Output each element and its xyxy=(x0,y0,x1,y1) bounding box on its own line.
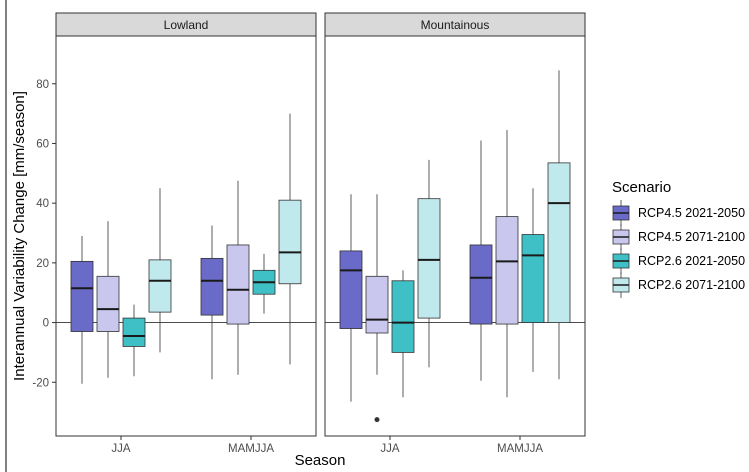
box-mamjja-1 xyxy=(200,225,224,380)
box-body xyxy=(96,275,120,332)
box-mamjja-4 xyxy=(278,113,302,365)
box-mamjja-3 xyxy=(521,188,545,372)
box-body xyxy=(226,244,250,325)
legend-label: RCP4.5 2021-2050 xyxy=(638,206,745,220)
y-tick-label: -20 xyxy=(32,377,49,389)
x-tick-label: MAMJJA xyxy=(497,443,543,455)
panel-mountainous: Mountainous xyxy=(324,12,586,437)
legend-items: RCP4.5 2021-2050 RCP4.5 2071-2100 RCP2.6 2… xyxy=(612,200,745,298)
y-tick-label: 60 xyxy=(36,138,49,150)
box-mamjja-4 xyxy=(547,70,571,380)
panel-title-mountainous: Mountainous xyxy=(421,18,490,32)
box-jja-4 xyxy=(148,188,172,353)
legend-item-4: RCP2.6 2071-2100 xyxy=(612,272,745,298)
y-axis-title: Interannual Variability Change [mm/seaso… xyxy=(11,91,28,381)
box-body xyxy=(417,198,441,319)
box-mamjja-3 xyxy=(252,253,276,314)
box-jja-2 xyxy=(96,221,120,378)
chart-marks xyxy=(56,70,585,423)
box-jja-3 xyxy=(122,304,146,377)
x-tick-label: JJA xyxy=(380,443,400,455)
box-jja-1 xyxy=(70,236,94,384)
box-body xyxy=(339,250,363,329)
legend-label: RCP2.6 2071-2100 xyxy=(638,278,745,292)
y-tick-label: 20 xyxy=(36,258,49,270)
box-body xyxy=(365,275,389,334)
x-tick-label: MAMJJA xyxy=(228,443,274,455)
legend-label: RCP4.5 2071-2100 xyxy=(638,230,745,244)
outlier-point xyxy=(374,417,380,423)
box-body xyxy=(495,216,519,325)
box-body xyxy=(391,280,415,353)
y-tick-label: 0 xyxy=(43,318,49,330)
box-mamjja-1 xyxy=(469,140,493,381)
x-tick-label: JJA xyxy=(111,443,131,455)
legend-item-1: RCP4.5 2021-2050 xyxy=(612,200,745,226)
legend-title: Scenario xyxy=(612,179,671,196)
box-jja-3 xyxy=(391,270,415,398)
box-body xyxy=(122,317,146,347)
box-body xyxy=(469,244,493,325)
box-mamjja-2 xyxy=(495,130,519,398)
y-tick-label: 80 xyxy=(36,79,49,91)
box-body xyxy=(521,234,545,323)
box-jja-4 xyxy=(417,159,441,368)
axis-ticks: JJA MAMJJA JJA MAMJJA -20 0 20 40 60 80 xyxy=(32,79,543,455)
panel-title-lowland: Lowland xyxy=(164,18,209,32)
x-axis-title: Season xyxy=(295,452,346,469)
legend-item-2: RCP4.5 2071-2100 xyxy=(612,224,745,250)
box-body xyxy=(148,259,172,313)
box-body xyxy=(547,162,571,323)
box-jja-2 xyxy=(365,194,389,423)
y-tick-label: 40 xyxy=(36,198,49,210)
legend: Scenario RCP4.5 2021-2050 RCP4.5 2071-210… xyxy=(612,179,745,298)
box-jja-1 xyxy=(339,194,363,402)
box-body xyxy=(200,257,224,316)
panel-area-lowland xyxy=(55,35,317,437)
box-body xyxy=(70,260,94,332)
box-mamjja-2 xyxy=(226,180,250,375)
legend-item-3: RCP2.6 2021-2050 xyxy=(612,248,745,274)
box-body xyxy=(278,199,302,285)
legend-label: RCP2.6 2021-2050 xyxy=(638,254,745,268)
panel-area-mountainous xyxy=(324,35,586,437)
panel-lowland: Lowland xyxy=(55,12,317,437)
